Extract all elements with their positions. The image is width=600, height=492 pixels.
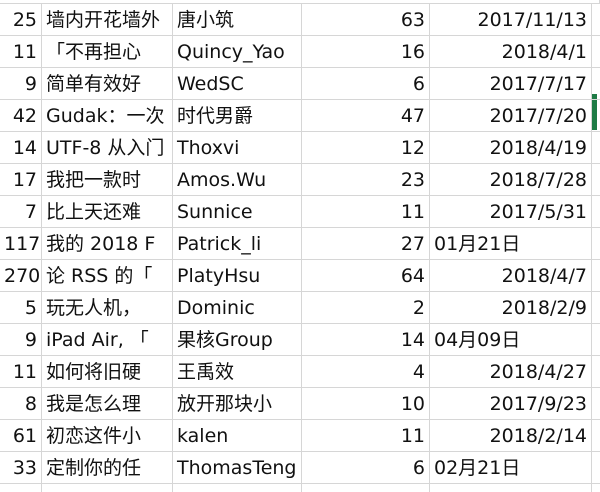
title-cell: 如何将旧硬	[42, 356, 173, 388]
date-cell: 2018/2/9	[430, 292, 592, 324]
count-cell: 61	[0, 420, 42, 452]
title-cell: 论 RSS 的「	[42, 260, 173, 292]
number-cell: 6	[302, 68, 430, 100]
author-cell: WedSC	[173, 68, 302, 100]
number-cell: 10	[302, 388, 430, 420]
count-cell: 17	[0, 164, 42, 196]
number-cell: 11	[302, 420, 430, 452]
author-cell: 果核Group	[173, 324, 302, 356]
author-cell: 唐小筑	[173, 4, 302, 36]
empty-cell	[592, 292, 600, 324]
author-cell: kalen	[173, 420, 302, 452]
empty-cell	[592, 356, 600, 388]
date-cell: 2018/4/19	[430, 132, 592, 164]
author-cell: Dominic	[173, 292, 302, 324]
title-cell: 我把一款时	[42, 164, 173, 196]
title-cell: 定制你的任	[42, 452, 173, 484]
title-cell: 简单有效好	[42, 68, 173, 100]
empty-cell	[592, 36, 600, 68]
number-cell: 63	[302, 4, 430, 36]
count-cell: 42	[0, 100, 42, 132]
empty-cell	[0, 484, 42, 492]
count-cell: 8	[0, 388, 42, 420]
empty-cell	[42, 484, 173, 492]
number-cell: 14	[302, 324, 430, 356]
selection-edge	[592, 94, 597, 130]
author-cell: Thoxvi	[173, 132, 302, 164]
count-cell: 25	[0, 4, 42, 36]
date-cell: 2017/9/23	[430, 388, 592, 420]
empty-cell	[302, 484, 430, 492]
author-cell: 放开那块小	[173, 388, 302, 420]
count-cell: 9	[0, 324, 42, 356]
count-cell: 33	[0, 452, 42, 484]
number-cell: 23	[302, 164, 430, 196]
date-cell: 2018/4/27	[430, 356, 592, 388]
title-cell: 「不再担心	[42, 36, 173, 68]
count-cell: 117	[0, 228, 42, 260]
empty-cell	[173, 484, 302, 492]
date-cell: 2017/5/31	[430, 196, 592, 228]
number-cell: 16	[302, 36, 430, 68]
empty-cell	[592, 228, 600, 260]
date-cell: 2018/2/14	[430, 420, 592, 452]
title-cell: 初恋这件小	[42, 420, 173, 452]
number-cell: 4	[302, 356, 430, 388]
author-cell: Patrick_li	[173, 228, 302, 260]
date-cell: 2018/4/1	[430, 36, 592, 68]
count-cell: 9	[0, 68, 42, 100]
empty-cell	[592, 4, 600, 36]
number-cell: 47	[302, 100, 430, 132]
title-cell: 玩无人机，	[42, 292, 173, 324]
count-cell: 11	[0, 36, 42, 68]
empty-cell	[592, 100, 600, 132]
date-cell: 2017/7/17	[430, 68, 592, 100]
author-cell: Amos.Wu	[173, 164, 302, 196]
empty-cell	[592, 132, 600, 164]
title-cell: Gudak：一次	[42, 100, 173, 132]
empty-cell	[592, 196, 600, 228]
date-cell: 04月09日	[430, 324, 592, 356]
empty-cell	[592, 68, 600, 100]
empty-cell	[592, 260, 600, 292]
author-cell: PlatyHsu	[173, 260, 302, 292]
title-cell: 我的 2018 F	[42, 228, 173, 260]
title-cell: 我是怎么理	[42, 388, 173, 420]
title-cell: UTF-8 从入门	[42, 132, 173, 164]
number-cell: 64	[302, 260, 430, 292]
date-cell: 2017/11/13	[430, 4, 592, 36]
number-cell: 11	[302, 196, 430, 228]
empty-cell	[592, 388, 600, 420]
title-cell: 比上天还难	[42, 196, 173, 228]
date-cell: 2018/4/7	[430, 260, 592, 292]
empty-cell	[592, 420, 600, 452]
number-cell: 6	[302, 452, 430, 484]
empty-cell	[592, 484, 600, 492]
author-cell: 王禹效	[173, 356, 302, 388]
count-cell: 7	[0, 196, 42, 228]
author-cell: Sunnice	[173, 196, 302, 228]
author-cell: 时代男爵	[173, 100, 302, 132]
date-cell: 2018/7/28	[430, 164, 592, 196]
empty-cell	[592, 452, 600, 484]
title-cell: iPad Air, 「	[42, 324, 173, 356]
empty-cell	[0, 0, 600, 4]
date-cell: 01月21日	[430, 228, 592, 260]
empty-cell	[430, 484, 592, 492]
number-cell: 2	[302, 292, 430, 324]
empty-cell	[592, 324, 600, 356]
count-cell: 14	[0, 132, 42, 164]
count-cell: 11	[0, 356, 42, 388]
date-cell: 02月21日	[430, 452, 592, 484]
count-cell: 5	[0, 292, 42, 324]
date-cell: 2017/7/20	[430, 100, 592, 132]
author-cell: Quincy_Yao	[173, 36, 302, 68]
author-cell: ThomasTeng	[173, 452, 302, 484]
title-cell: 墙内开花墙外	[42, 4, 173, 36]
count-cell: 270	[0, 260, 42, 292]
number-cell: 27	[302, 228, 430, 260]
empty-cell	[592, 164, 600, 196]
number-cell: 12	[302, 132, 430, 164]
